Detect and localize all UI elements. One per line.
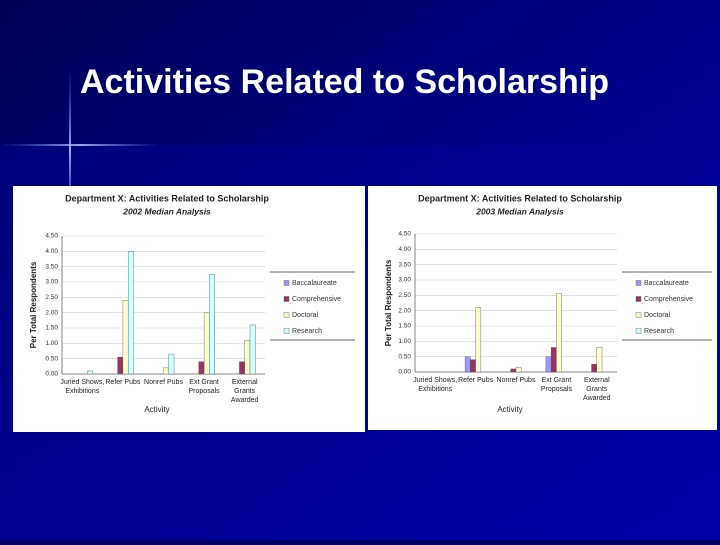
bar [239, 361, 245, 375]
y-tick-label: 3.00 [398, 277, 411, 284]
bar [163, 367, 169, 375]
x-tick-label: External Grants Awarded [583, 377, 611, 402]
y-tick-label: 2.00 [45, 309, 58, 316]
y-tick-label: 1.00 [398, 338, 411, 345]
bar [117, 356, 124, 375]
x-tick-label-box: Refer Pubs [458, 377, 494, 384]
bar [515, 367, 522, 373]
y-tick-label: 2.00 [398, 307, 411, 314]
x-axis-label: Activity [497, 405, 522, 414]
y-tick-label: 3.00 [45, 279, 58, 286]
y-tick-label: 4.00 [398, 246, 411, 253]
bar [127, 251, 134, 375]
y-tick-label: 1.00 [45, 340, 58, 347]
y-axis-label: Per Total Respondents [384, 259, 393, 346]
y-tick-label: 1.50 [45, 325, 58, 332]
chart-subtitle: 2002 Median Analysis [122, 206, 211, 216]
legend-swatch [635, 296, 642, 302]
x-tick-label-box: Refer Pubs [105, 379, 141, 386]
x-tick-label: External Grants Awarded [230, 379, 259, 404]
x-tick-label: Juried Shows, Exhibitions [60, 379, 105, 395]
legend-label: Research [644, 328, 674, 335]
bar [596, 347, 603, 373]
legend-swatch [635, 312, 642, 318]
y-tick-label: 0.00 [45, 371, 58, 378]
y-axis-label: Per Total Respondents [29, 261, 38, 348]
bar [209, 274, 215, 375]
y-tick-label: 2.50 [398, 292, 411, 299]
x-tick-label-box: Juried Shows, Exhibitions [60, 379, 105, 395]
bar [244, 340, 251, 375]
y-tick-label: 0.50 [45, 355, 58, 362]
bar [556, 293, 562, 373]
chart-panel [368, 186, 717, 430]
x-tick-label: Nonref Pubs [144, 379, 183, 386]
x-tick-label: Nonref Pubs [496, 377, 536, 384]
sparkle-h [0, 144, 160, 146]
bar [550, 347, 557, 373]
y-tick-label: 3.50 [398, 261, 411, 268]
y-tick-label: 2.50 [45, 294, 58, 301]
bar [591, 364, 597, 373]
legend-label: Comprehensive [292, 296, 341, 303]
y-tick-label: 3.50 [45, 263, 58, 270]
x-tick-label-box: Ext Grant Proposals [540, 377, 572, 393]
y-tick-label: 4.50 [398, 231, 411, 238]
legend-swatch [283, 328, 290, 334]
y-tick-label: 0.50 [398, 353, 411, 360]
slide-title: Activities Related to Scholarship [80, 63, 609, 101]
x-tick-label-box: External Grants Awarded [230, 379, 259, 404]
chart-panel [13, 186, 365, 432]
x-tick-label-box: External Grants Awarded [583, 377, 611, 402]
x-tick-label-box: Ext Grant Proposals [188, 379, 220, 395]
bar [249, 324, 256, 375]
bar [198, 361, 205, 375]
bar [470, 359, 476, 373]
legend-swatch [283, 296, 290, 302]
bar [510, 368, 517, 373]
legend-label: Baccalaureate [644, 280, 689, 287]
bar [475, 307, 482, 373]
bar [203, 312, 210, 375]
bar [87, 370, 94, 375]
legend-swatch [283, 312, 290, 318]
x-tick-label: Refer Pubs [458, 377, 494, 384]
bar [545, 356, 552, 373]
x-tick-label: Ext Grant Proposals [540, 377, 572, 393]
x-tick-label: Refer Pubs [105, 379, 141, 386]
legend-label: Doctoral [644, 312, 671, 319]
legend-label: Comprehensive [644, 296, 693, 303]
bar [122, 300, 129, 375]
x-tick-label-box: Juried Shows, Exhibitions [413, 377, 458, 393]
x-tick-label-box: Nonref Pubs [144, 379, 183, 386]
x-axis-label: Activity [144, 405, 169, 414]
y-tick-label: 1.50 [398, 323, 411, 330]
y-tick-label: 4.50 [45, 233, 58, 240]
legend-swatch [635, 328, 642, 334]
legend-label: Baccalaureate [292, 280, 337, 287]
x-tick-label: Juried Shows, Exhibitions [413, 377, 458, 393]
chart-title: Department X: Activities Related to Scho… [418, 193, 622, 203]
legend-swatch [283, 280, 290, 286]
chart-title: Department X: Activities Related to Scho… [65, 193, 269, 203]
x-tick-label: Ext Grant Proposals [188, 379, 220, 395]
legend-label: Doctoral [292, 312, 319, 319]
y-tick-label: 4.00 [45, 248, 58, 255]
x-tick-label-box: Nonref Pubs [496, 377, 536, 384]
bar [464, 356, 471, 373]
chart-subtitle: 2003 Median Analysis [475, 206, 564, 216]
sparkle-v [69, 70, 71, 230]
bar [168, 353, 175, 375]
legend-label: Research [292, 328, 322, 335]
y-tick-label: 0.00 [398, 369, 411, 376]
legend-swatch [635, 280, 642, 286]
